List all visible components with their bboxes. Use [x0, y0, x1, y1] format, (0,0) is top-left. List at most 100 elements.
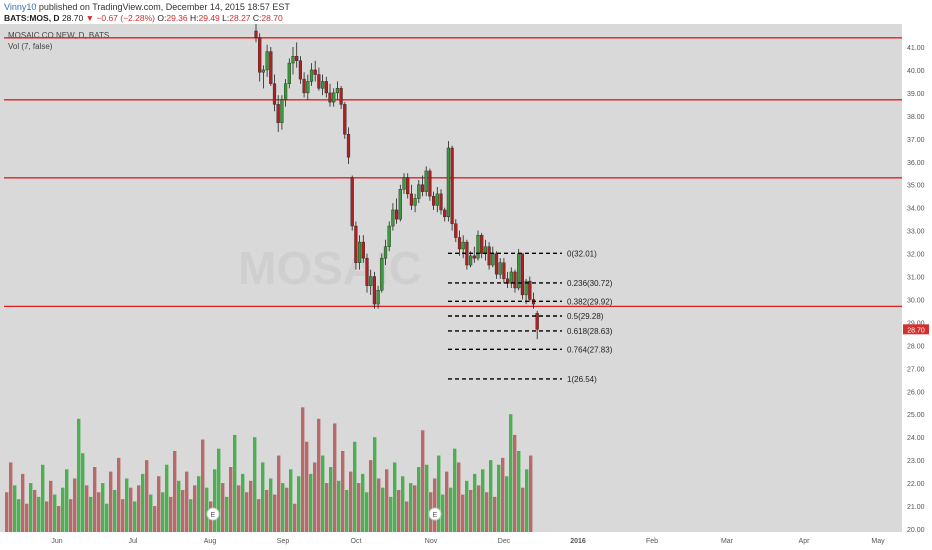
- volume-bar: [89, 496, 93, 532]
- volume-bar: [289, 469, 293, 532]
- candle-body: [513, 271, 517, 289]
- volume-bar: [137, 485, 141, 532]
- volume-bar: [425, 464, 429, 532]
- date-tick-label: Sep: [277, 538, 290, 545]
- volume-bar: [465, 480, 469, 532]
- candle-body: [346, 134, 351, 158]
- volume-bar: [285, 487, 289, 532]
- candle-body: [472, 255, 476, 259]
- candle-body: [343, 104, 347, 135]
- candle-body: [461, 241, 465, 250]
- candle-body: [265, 51, 269, 71]
- date-tick-label: 2016: [570, 538, 586, 545]
- price-tick-label: 36.00: [907, 160, 925, 167]
- volume-bar: [473, 473, 477, 532]
- candle-body: [476, 235, 480, 259]
- volume-bar: [497, 464, 501, 532]
- candle-body: [332, 92, 336, 103]
- price-tick-label: 34.00: [907, 206, 925, 213]
- volume-bar: [205, 487, 209, 532]
- candle-body: [409, 193, 413, 206]
- volume-bar: [165, 464, 169, 532]
- candle-body: [498, 262, 502, 275]
- volume-bar: [201, 439, 205, 532]
- volume-bar: [221, 483, 225, 532]
- candle-body: [335, 88, 339, 94]
- volume-bar: [121, 499, 125, 532]
- volume-bar: [417, 467, 421, 532]
- volume-bar: [153, 506, 157, 532]
- volume-bar: [37, 496, 41, 532]
- candle-body: [269, 51, 273, 84]
- volume-bar: [409, 483, 413, 532]
- candle-body: [339, 88, 343, 105]
- volume-bar: [257, 499, 261, 532]
- earnings-marker: [428, 507, 442, 521]
- volume-bar: [49, 480, 53, 532]
- volume-bar: [141, 473, 145, 532]
- candle-body: [439, 193, 443, 211]
- price-tick-label: 38.00: [907, 114, 925, 121]
- candle-body: [369, 276, 373, 286]
- volume-legend: Vol (7, false): [8, 42, 53, 51]
- volume-bars: [5, 407, 533, 532]
- candle-body: [358, 241, 362, 263]
- volume-bar: [321, 455, 325, 532]
- volume-bar: [309, 473, 313, 532]
- candle-body: [287, 62, 291, 84]
- volume-bar: [53, 494, 57, 532]
- symbol-line: BATS:MOS, D 28.70 ▼ −0.67 (−2.28%) O:29.…: [4, 13, 283, 23]
- author-link[interactable]: Vinny10: [4, 2, 37, 12]
- candle-body: [435, 193, 439, 206]
- candle-body: [454, 223, 458, 238]
- price-change: −0.67 (−2.28%): [96, 13, 155, 23]
- candle-body: [420, 184, 425, 192]
- candle-body: [483, 246, 487, 254]
- price-tick-label: 29.00: [907, 320, 925, 327]
- volume-bar: [457, 462, 461, 532]
- price-tick-label: 27.00: [907, 366, 925, 373]
- volume-bar: [181, 489, 185, 532]
- fib-level-label: 0.5(29.28): [567, 312, 604, 321]
- volume-bar: [369, 460, 373, 532]
- volume-bar: [445, 471, 449, 532]
- volume-bar: [129, 487, 133, 532]
- volume-bar: [109, 471, 113, 532]
- low-value: 28.27: [229, 13, 251, 23]
- volume-bar: [113, 489, 117, 532]
- low-label: L:: [222, 13, 230, 23]
- candlesticks: [254, 24, 539, 340]
- volume-bar: [521, 487, 525, 532]
- last-price-tag-label: 28.70: [907, 327, 925, 334]
- open-value: 29.36: [166, 13, 188, 23]
- volume-bar: [329, 467, 333, 532]
- volume-bar: [237, 485, 241, 532]
- close-label: C:: [252, 13, 262, 23]
- chart-area[interactable]: MOSAIC MOSAIC CO NEW, D, BATS Vol (7, fa…: [0, 24, 932, 550]
- last-price-tag: 28.70: [903, 324, 929, 335]
- volume-bar: [277, 455, 281, 532]
- volume-bar: [69, 499, 73, 532]
- candle-body: [306, 81, 310, 94]
- price-tick-label: 31.00: [907, 275, 925, 282]
- volume-bar: [297, 476, 301, 532]
- candle-body: [402, 177, 406, 190]
- last-price: 28.70: [61, 13, 84, 23]
- volume-bar: [509, 414, 513, 532]
- volume-bar: [9, 462, 13, 532]
- candle-body: [365, 257, 369, 286]
- volume-bar: [33, 489, 37, 532]
- volume-bar: [149, 494, 153, 532]
- volume-bar: [249, 480, 253, 532]
- volume-bar: [73, 478, 77, 532]
- date-tick-label: Jun: [51, 538, 62, 545]
- volume-bar: [449, 487, 453, 532]
- volume-bar: [273, 494, 277, 532]
- volume-bar: [177, 480, 181, 532]
- volume-bar: [157, 476, 161, 532]
- volume-bar: [413, 485, 417, 532]
- earnings-marker-label: E: [211, 512, 216, 519]
- volume-bar: [133, 501, 137, 532]
- candle-body: [491, 253, 495, 266]
